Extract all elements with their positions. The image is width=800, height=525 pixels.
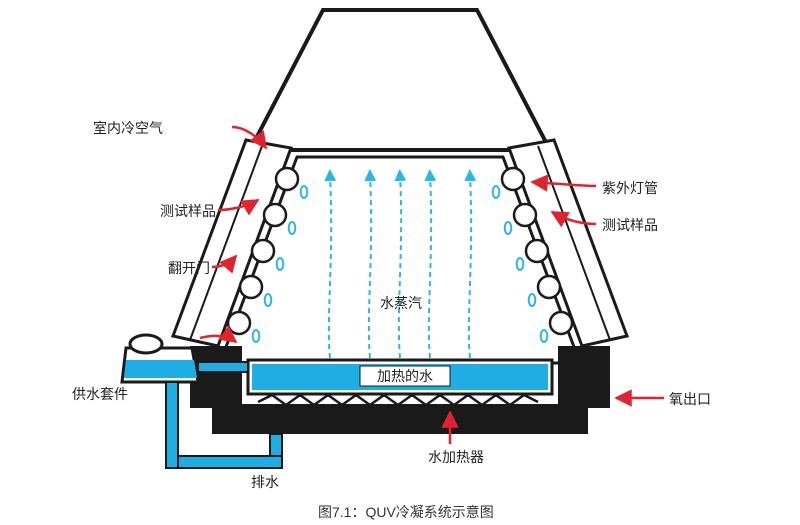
chimney — [250, 10, 550, 150]
label-samples-r: 测试样品 — [602, 215, 658, 235]
label-drain: 排水 — [251, 472, 279, 492]
label-uv-tubes: 紫外灯管 — [602, 178, 658, 198]
diagram-svg — [0, 0, 800, 525]
label-o2: 氧出口 — [669, 389, 711, 409]
label-vapor: 水蒸汽 — [380, 293, 422, 313]
water-heater — [258, 395, 538, 405]
label-door: 翻开门 — [168, 258, 210, 278]
base-floor — [212, 404, 588, 434]
label-heated-water: 加热的水 — [362, 366, 448, 386]
label-supply: 供水套件 — [72, 384, 128, 404]
diagram-stage: 室内冷空气 测试样品 翻开门 紫外灯管 测试样品 水蒸汽 氧出口 水加热器 供水… — [0, 0, 800, 525]
label-samples-l: 测试样品 — [160, 201, 216, 221]
label-heater: 水加热器 — [428, 447, 484, 467]
base-right — [558, 346, 610, 408]
figure-caption: 图7.1：QUV冷凝系统示意图 — [318, 502, 494, 522]
label-room-air: 室内冷空气 — [93, 118, 163, 138]
